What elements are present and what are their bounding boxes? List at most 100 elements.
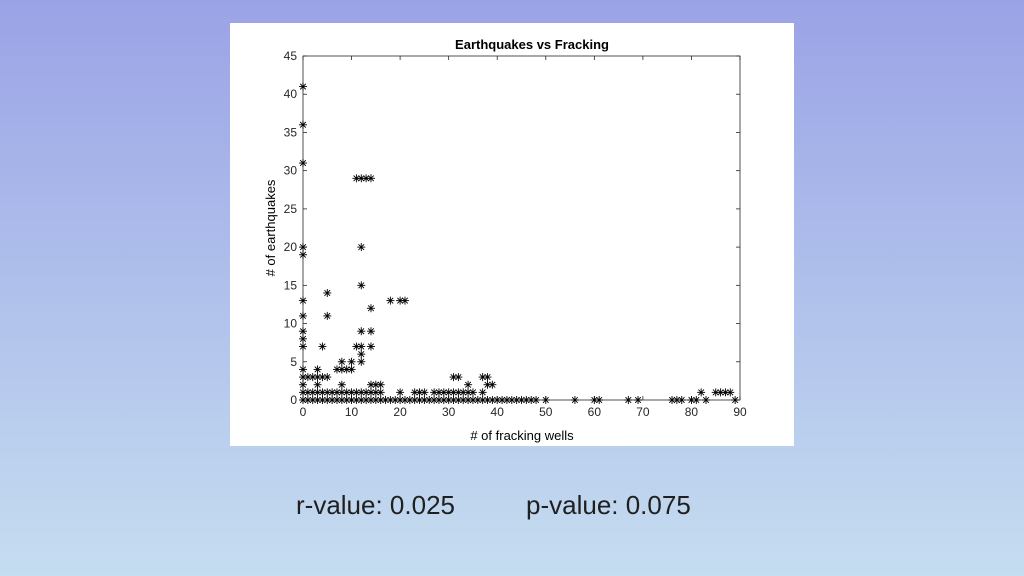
chart-figure: Earthquakes vs Fracking 0 10 20 30 40 50 60 70 8… bbox=[230, 23, 794, 446]
data-point bbox=[702, 396, 711, 404]
data-point bbox=[483, 380, 492, 389]
x-tick-label: 90 bbox=[733, 405, 747, 419]
data-point bbox=[299, 334, 307, 343]
y-tick-label: 5 bbox=[290, 355, 297, 369]
data-point bbox=[299, 311, 307, 320]
data-point bbox=[357, 342, 366, 351]
data-point bbox=[454, 373, 463, 382]
data-point bbox=[464, 380, 473, 389]
data-point bbox=[376, 396, 385, 404]
data-point bbox=[464, 388, 473, 397]
x-tick-label: 80 bbox=[685, 405, 699, 419]
data-point bbox=[522, 396, 531, 404]
data-point bbox=[624, 396, 633, 404]
x-tick-label: 70 bbox=[636, 405, 650, 419]
axis-ticks: 0 10 20 30 40 50 60 70 80 90 0 5 10 15 20 25 30 35 40 45 bbox=[284, 49, 747, 419]
data-point bbox=[303, 396, 312, 404]
x-tick-label: 40 bbox=[491, 405, 505, 419]
data-point bbox=[541, 396, 550, 404]
data-point bbox=[323, 311, 332, 320]
x-tick-label: 0 bbox=[300, 405, 307, 419]
data-point bbox=[299, 380, 307, 389]
data-point bbox=[357, 350, 366, 359]
data-point bbox=[299, 365, 307, 374]
data-point bbox=[692, 396, 701, 404]
data-point bbox=[347, 357, 356, 366]
data-point bbox=[697, 388, 706, 397]
y-tick-label: 40 bbox=[284, 87, 298, 101]
data-point bbox=[595, 396, 604, 404]
data-point bbox=[396, 388, 405, 397]
data-point bbox=[434, 396, 443, 404]
data-point bbox=[342, 365, 351, 374]
x-tick-label: 60 bbox=[588, 405, 602, 419]
data-point bbox=[328, 388, 337, 397]
data-point bbox=[439, 396, 448, 404]
data-point bbox=[449, 396, 458, 404]
y-axis-label: # of earthquakes bbox=[263, 179, 278, 276]
data-point bbox=[299, 327, 307, 336]
data-point bbox=[473, 396, 482, 404]
data-point bbox=[323, 373, 332, 382]
data-point bbox=[634, 396, 643, 404]
y-tick-label: 25 bbox=[284, 202, 298, 216]
data-point bbox=[337, 380, 346, 389]
data-point bbox=[352, 342, 361, 351]
data-point bbox=[570, 396, 579, 404]
data-point bbox=[726, 388, 735, 397]
scatter-chart: Earthquakes vs Fracking 0 10 20 30 40 50 60 70 8… bbox=[263, 37, 747, 443]
data-point bbox=[430, 396, 439, 404]
data-point bbox=[299, 243, 307, 252]
data-point bbox=[362, 396, 371, 404]
chart-title: Earthquakes vs Fracking bbox=[455, 37, 609, 52]
y-tick-label: 15 bbox=[284, 278, 298, 292]
data-point bbox=[357, 327, 366, 336]
data-point bbox=[318, 342, 327, 351]
data-point bbox=[478, 388, 487, 397]
data-point bbox=[342, 396, 351, 404]
y-tick-label: 20 bbox=[284, 240, 298, 254]
data-point bbox=[420, 388, 429, 397]
data-point bbox=[371, 380, 380, 389]
data-point bbox=[444, 396, 453, 404]
data-point bbox=[376, 380, 385, 389]
x-tick-label: 20 bbox=[393, 405, 407, 419]
x-tick-label: 50 bbox=[539, 405, 553, 419]
y-tick-label: 10 bbox=[284, 317, 298, 331]
plot-area-box bbox=[302, 55, 741, 401]
y-tick-label: 45 bbox=[284, 49, 298, 63]
data-point bbox=[337, 357, 346, 366]
data-point bbox=[483, 373, 492, 382]
data-point bbox=[366, 174, 375, 183]
data-points bbox=[299, 82, 740, 404]
data-point bbox=[299, 342, 307, 351]
data-point bbox=[677, 396, 686, 404]
x-tick-label: 10 bbox=[345, 405, 359, 419]
data-point bbox=[357, 357, 366, 366]
r-value-text: r-value: 0.025 bbox=[296, 490, 455, 520]
data-point bbox=[299, 296, 307, 305]
data-point bbox=[366, 342, 375, 351]
x-tick-label: 30 bbox=[442, 405, 456, 419]
data-point bbox=[400, 296, 409, 305]
data-point bbox=[376, 388, 385, 397]
data-point bbox=[371, 388, 380, 397]
data-point bbox=[459, 396, 468, 404]
data-point bbox=[357, 281, 366, 290]
data-point bbox=[337, 365, 346, 374]
data-point bbox=[347, 365, 356, 374]
data-point bbox=[332, 365, 341, 374]
data-point bbox=[332, 396, 341, 404]
data-point bbox=[400, 396, 409, 404]
y-tick-label: 0 bbox=[290, 393, 297, 407]
data-point bbox=[352, 174, 361, 183]
data-point bbox=[357, 243, 366, 252]
data-point bbox=[366, 304, 375, 313]
data-point bbox=[386, 396, 395, 404]
data-point bbox=[449, 373, 458, 382]
data-point bbox=[299, 82, 307, 91]
y-tick-label: 35 bbox=[284, 125, 298, 139]
data-point bbox=[313, 380, 322, 389]
data-point bbox=[323, 288, 332, 297]
data-point bbox=[731, 396, 740, 404]
